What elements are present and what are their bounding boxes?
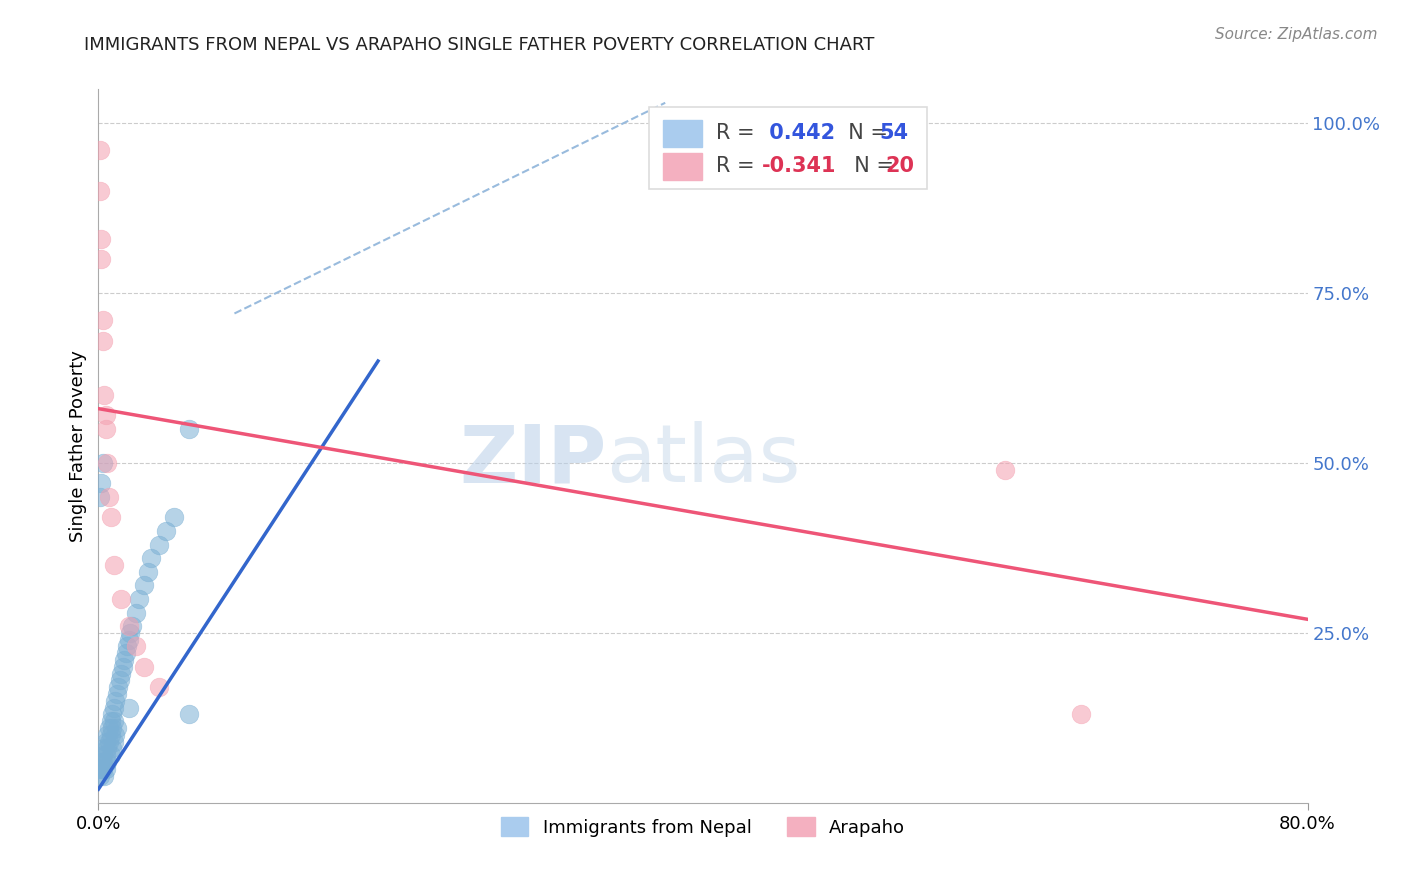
Point bbox=[90, 755, 112, 769]
Point bbox=[994, 463, 1017, 477]
Point bbox=[100, 748, 122, 763]
Point bbox=[179, 422, 201, 436]
Point bbox=[115, 640, 138, 654]
Point bbox=[163, 510, 186, 524]
Point bbox=[93, 741, 115, 756]
Point bbox=[89, 490, 111, 504]
Point bbox=[90, 252, 112, 266]
Point bbox=[105, 687, 128, 701]
Point bbox=[1070, 707, 1092, 722]
Legend: Immigrants from Nepal, Arapaho: Immigrants from Nepal, Arapaho bbox=[494, 809, 912, 844]
Point bbox=[94, 748, 117, 763]
Bar bbox=[664, 120, 702, 147]
Point bbox=[98, 490, 121, 504]
Text: atlas: atlas bbox=[606, 421, 800, 500]
Point bbox=[100, 510, 122, 524]
Point bbox=[132, 660, 155, 674]
Point bbox=[103, 700, 125, 714]
Point bbox=[136, 565, 159, 579]
Point bbox=[101, 741, 124, 756]
Text: ZIP: ZIP bbox=[458, 421, 606, 500]
Point bbox=[112, 653, 135, 667]
Point bbox=[90, 476, 112, 491]
Point bbox=[93, 769, 115, 783]
Point bbox=[93, 388, 115, 402]
Text: 20: 20 bbox=[886, 156, 914, 176]
Point bbox=[98, 734, 121, 748]
Point bbox=[114, 646, 136, 660]
Text: 54: 54 bbox=[880, 123, 908, 144]
Text: N =: N = bbox=[841, 156, 900, 176]
Point bbox=[155, 524, 177, 538]
Point bbox=[105, 721, 128, 735]
Point bbox=[101, 721, 124, 735]
Text: -0.341: -0.341 bbox=[762, 156, 837, 176]
Point bbox=[141, 551, 163, 566]
FancyBboxPatch shape bbox=[648, 107, 927, 189]
Point bbox=[91, 334, 114, 348]
Y-axis label: Single Father Poverty: Single Father Poverty bbox=[69, 350, 87, 542]
Text: IMMIGRANTS FROM NEPAL VS ARAPAHO SINGLE FATHER POVERTY CORRELATION CHART: IMMIGRANTS FROM NEPAL VS ARAPAHO SINGLE … bbox=[84, 36, 875, 54]
Point bbox=[94, 734, 117, 748]
Point bbox=[100, 728, 122, 742]
Point bbox=[104, 728, 127, 742]
Point bbox=[110, 591, 132, 606]
Point bbox=[94, 409, 117, 423]
Text: Source: ZipAtlas.com: Source: ZipAtlas.com bbox=[1215, 27, 1378, 42]
Point bbox=[96, 741, 118, 756]
Point bbox=[94, 762, 117, 776]
Text: N =: N = bbox=[835, 123, 894, 144]
Point bbox=[125, 640, 148, 654]
Point bbox=[103, 714, 125, 729]
Point bbox=[148, 537, 170, 551]
Point bbox=[96, 456, 118, 470]
Point bbox=[100, 714, 122, 729]
Point bbox=[89, 184, 111, 198]
Point bbox=[91, 456, 114, 470]
Text: R =: R = bbox=[716, 123, 762, 144]
Point bbox=[96, 728, 118, 742]
Point bbox=[90, 762, 112, 776]
Point bbox=[101, 707, 124, 722]
Point bbox=[91, 748, 114, 763]
Point bbox=[110, 666, 132, 681]
Point bbox=[108, 673, 131, 688]
Point bbox=[111, 660, 134, 674]
Point bbox=[91, 755, 114, 769]
Point bbox=[118, 632, 141, 647]
Point bbox=[89, 762, 111, 776]
Bar bbox=[664, 153, 702, 179]
Point bbox=[89, 144, 111, 158]
Point bbox=[179, 707, 201, 722]
Point bbox=[118, 619, 141, 633]
Point bbox=[91, 762, 114, 776]
Point bbox=[91, 313, 114, 327]
Point bbox=[94, 422, 117, 436]
Point bbox=[120, 626, 142, 640]
Point bbox=[128, 591, 150, 606]
Point bbox=[132, 578, 155, 592]
Point bbox=[103, 558, 125, 572]
Point bbox=[90, 232, 112, 246]
Text: 0.442: 0.442 bbox=[762, 123, 835, 144]
Point bbox=[125, 606, 148, 620]
Point bbox=[148, 680, 170, 694]
Point bbox=[98, 721, 121, 735]
Point bbox=[96, 755, 118, 769]
Text: R =: R = bbox=[716, 156, 762, 176]
Point bbox=[118, 700, 141, 714]
Point bbox=[103, 734, 125, 748]
Point bbox=[107, 680, 129, 694]
Point bbox=[89, 769, 111, 783]
Point bbox=[104, 694, 127, 708]
Point bbox=[121, 619, 143, 633]
